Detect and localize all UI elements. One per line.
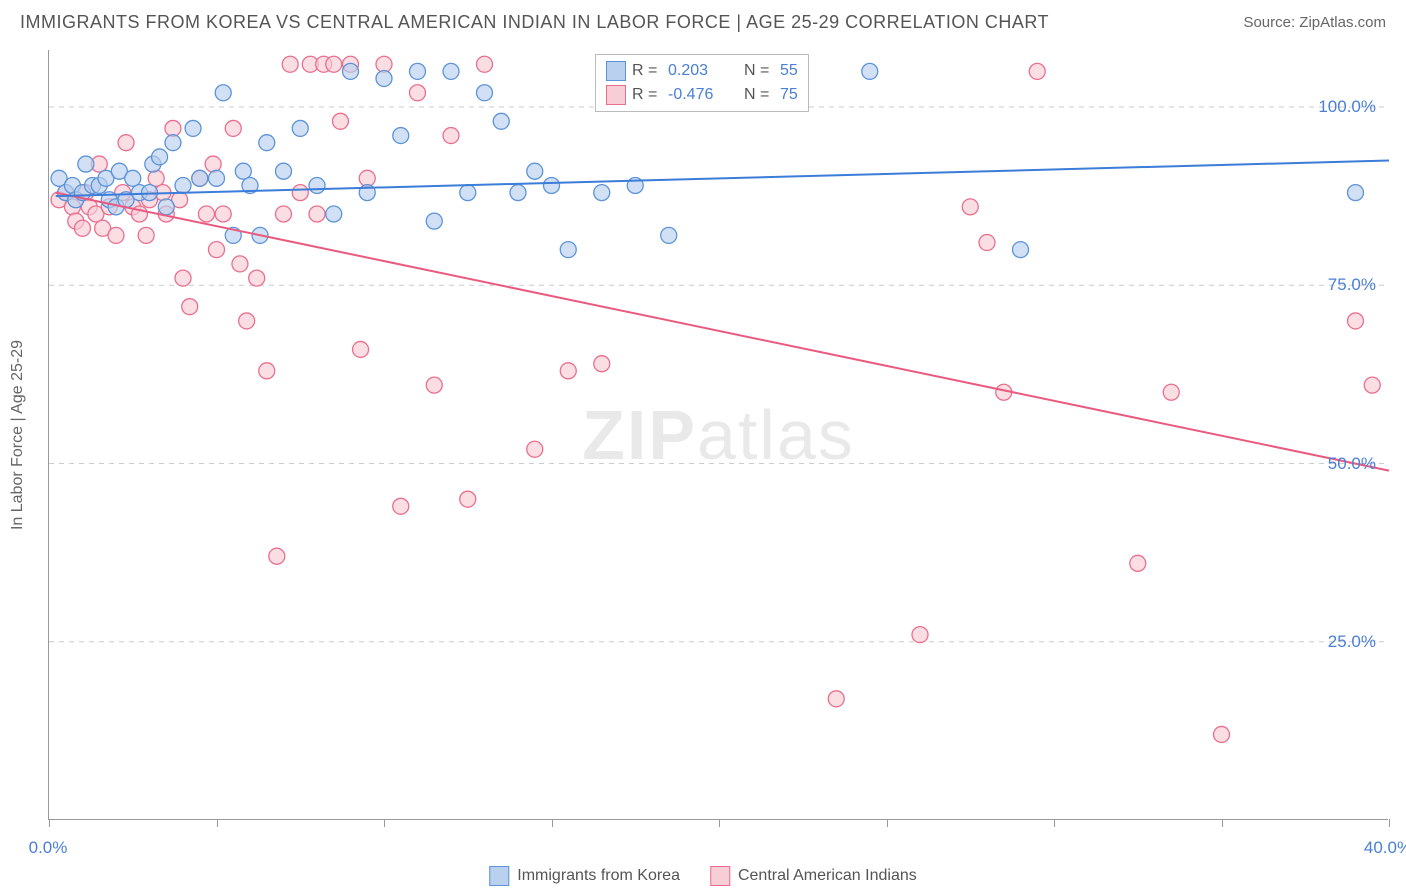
legend-row-cai: R = -0.476 N = 75 bbox=[606, 83, 798, 107]
r-value-korea: 0.203 bbox=[668, 62, 738, 80]
r-label: R = bbox=[632, 62, 662, 80]
swatch-korea bbox=[606, 61, 626, 81]
plot-area: ZIPatlas R = 0.203 N = 55 R = -0.476 N =… bbox=[48, 50, 1388, 820]
y-axis-label: In Labor Force | Age 25-29 bbox=[9, 340, 27, 530]
legend-row-korea: R = 0.203 N = 55 bbox=[606, 59, 798, 83]
legend-label-cai: Central American Indians bbox=[738, 867, 917, 885]
r-value-cai: -0.476 bbox=[668, 86, 738, 104]
n-label: N = bbox=[744, 62, 774, 80]
n-label: N = bbox=[744, 86, 774, 104]
x-tick-label: 40.0% bbox=[1364, 838, 1406, 858]
r-label: R = bbox=[632, 86, 662, 104]
legend-item-cai: Central American Indians bbox=[710, 866, 917, 886]
legend-item-korea: Immigrants from Korea bbox=[489, 866, 680, 886]
legend-correlation: R = 0.203 N = 55 R = -0.476 N = 75 bbox=[595, 54, 809, 112]
chart-title: IMMIGRANTS FROM KOREA VS CENTRAL AMERICA… bbox=[20, 12, 1049, 33]
scatter-points bbox=[51, 56, 1380, 742]
swatch-cai-bottom bbox=[710, 866, 730, 886]
y-tick-label: 25.0% bbox=[1328, 632, 1376, 652]
y-tick-label: 50.0% bbox=[1328, 454, 1376, 474]
y-tick-label: 100.0% bbox=[1318, 97, 1376, 117]
source-attribution: Source: ZipAtlas.com bbox=[1243, 14, 1386, 31]
n-value-korea: 55 bbox=[780, 62, 798, 80]
legend-bottom: Immigrants from Korea Central American I… bbox=[489, 866, 916, 886]
chart-svg bbox=[49, 50, 1388, 819]
n-value-cai: 75 bbox=[780, 86, 798, 104]
trend-lines bbox=[56, 161, 1389, 471]
swatch-cai bbox=[606, 85, 626, 105]
swatch-korea-bottom bbox=[489, 866, 509, 886]
x-tick-label: 0.0% bbox=[29, 838, 68, 858]
y-tick-label: 75.0% bbox=[1328, 275, 1376, 295]
legend-label-korea: Immigrants from Korea bbox=[517, 867, 680, 885]
